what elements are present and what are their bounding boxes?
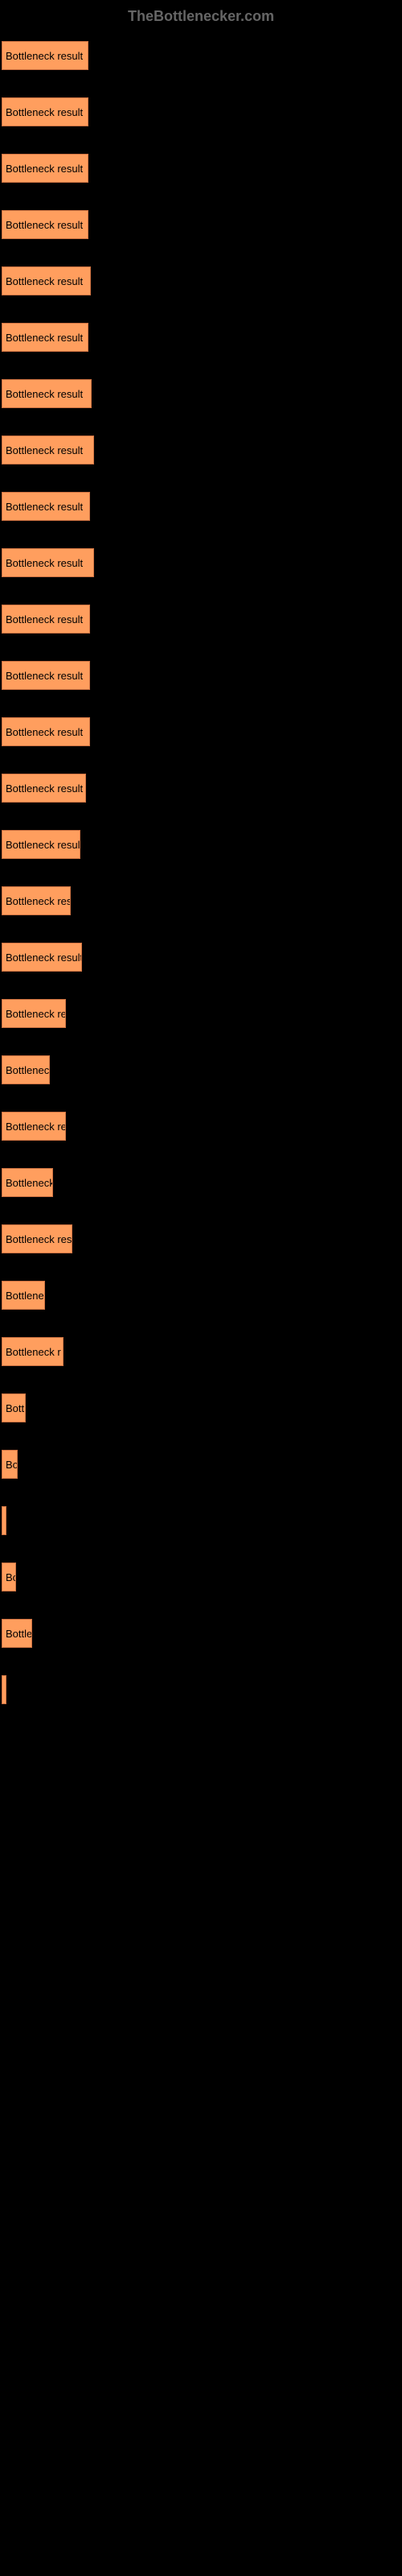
bar-wrapper: Bottleneck res: [2, 886, 402, 915]
bar: Bottleneck res: [2, 1224, 72, 1253]
bar: Bottlenec: [2, 1055, 50, 1084]
bar: Bottleneck result: [2, 379, 92, 408]
bar: Bottleneck result: [2, 323, 88, 352]
bar-wrapper: Bottleneck result: [2, 548, 402, 577]
bar: Bott: [2, 1393, 26, 1422]
bar-label: Bottleneck result: [6, 219, 83, 231]
bar-wrapper: Bottleneck result: [2, 323, 402, 352]
bar-label: Bottlenec: [6, 1064, 49, 1076]
bar-wrapper: Bottleneck result: [2, 210, 402, 239]
bar-wrapper: Bottleneck result: [2, 97, 402, 126]
bar-wrapper: Bottle: [2, 1619, 402, 1648]
bar: Bottleneck re: [2, 999, 66, 1028]
bar-label: Bo: [6, 1571, 16, 1583]
bar-wrapper: Bottleneck result: [2, 774, 402, 803]
bar-label: Bottleneck result: [6, 613, 83, 625]
bar-label: Bottleneck result: [6, 782, 83, 795]
bar-label: Bott: [6, 1402, 24, 1414]
bar: Bottleneck res: [2, 886, 71, 915]
bar: Bottleneck result: [2, 41, 88, 70]
bar-wrapper: Bottleneck res: [2, 1224, 402, 1253]
bar: Bottleneck result: [2, 210, 88, 239]
bar: Bottleneck result: [2, 830, 80, 859]
bar-wrapper: Bottlene: [2, 1281, 402, 1310]
bar-label: Bottleneck re: [6, 1121, 66, 1133]
site-header: TheBottlenecker.com: [0, 8, 402, 25]
bar-wrapper: Bo: [2, 1563, 402, 1591]
bar-label: Bottleneck r: [6, 1346, 61, 1358]
bars-container: Bottleneck result Bottleneck result Bottle…: [0, 41, 402, 1704]
bar: Bo: [2, 1450, 18, 1479]
bar-wrapper: Bottleneck result: [2, 830, 402, 859]
bar-wrapper: Bottleneck r: [2, 1337, 402, 1366]
bar: Bottleneck result: [2, 548, 94, 577]
bar-wrapper: Bottleneck re: [2, 999, 402, 1028]
bar-wrapper: [2, 1675, 402, 1704]
bar-wrapper: Bottleneck result: [2, 154, 402, 183]
bar-label: Bottleneck res: [6, 1233, 72, 1245]
bar-wrapper: Bottlenec: [2, 1055, 402, 1084]
bar-wrapper: Bottleneck result: [2, 661, 402, 690]
bar: Bottleneck result: [2, 774, 86, 803]
bar: Bottleneck result: [2, 943, 82, 972]
bar-label: Bottleneck result: [6, 332, 83, 344]
bar-label: Bottlene: [6, 1290, 44, 1302]
bar-label: Bottleneck result: [6, 557, 83, 569]
bar-label: Bottleneck: [6, 1177, 53, 1189]
bar: Bottleneck result: [2, 492, 90, 521]
bar-wrapper: [2, 1506, 402, 1535]
bar: Bo: [2, 1563, 16, 1591]
bar-label: Bottleneck result: [6, 670, 83, 682]
bar-label: Bottleneck result: [6, 50, 83, 62]
bar: [2, 1675, 6, 1704]
bar-wrapper: Bottleneck: [2, 1168, 402, 1197]
bar-wrapper: Bottleneck result: [2, 717, 402, 746]
bar: Bottleneck result: [2, 154, 88, 183]
bar-wrapper: Bottleneck result: [2, 379, 402, 408]
bar-label: Bottleneck result: [6, 726, 83, 738]
bar-label: Bottleneck re: [6, 1008, 66, 1020]
bar-label: Bottleneck result: [6, 952, 82, 964]
bar-wrapper: Bottleneck result: [2, 266, 402, 295]
bar-wrapper: Bottleneck result: [2, 605, 402, 634]
bar-wrapper: Bottleneck re: [2, 1112, 402, 1141]
bar-label: Bottleneck result: [6, 388, 83, 400]
bar: Bottleneck result: [2, 436, 94, 464]
bar: Bottleneck re: [2, 1112, 66, 1141]
bar: Bottleneck r: [2, 1337, 64, 1366]
bar: Bottleneck result: [2, 266, 91, 295]
bar-wrapper: Bottleneck result: [2, 943, 402, 972]
bar-label: Bottleneck res: [6, 895, 71, 907]
bar: Bottleneck result: [2, 605, 90, 634]
bar-wrapper: Bottleneck result: [2, 41, 402, 70]
bar: Bottleneck result: [2, 97, 88, 126]
bar-label: Bottleneck result: [6, 106, 83, 118]
bar: Bottlene: [2, 1281, 45, 1310]
bar-label: Bottleneck result: [6, 163, 83, 175]
bar: Bottleneck result: [2, 717, 90, 746]
bar-label: Bo: [6, 1459, 18, 1471]
bar-label: Bottleneck result: [6, 839, 80, 851]
bar-wrapper: Bo: [2, 1450, 402, 1479]
bar: Bottle: [2, 1619, 32, 1648]
bar-wrapper: Bott: [2, 1393, 402, 1422]
bar-wrapper: Bottleneck result: [2, 436, 402, 464]
bar-label: Bottleneck result: [6, 275, 83, 287]
bar-label: Bottleneck result: [6, 501, 83, 513]
bar-wrapper: Bottleneck result: [2, 492, 402, 521]
bar: Bottleneck result: [2, 661, 90, 690]
bar-label: Bottle: [6, 1628, 32, 1640]
bar-label: Bottleneck result: [6, 444, 83, 456]
bar: Bottleneck: [2, 1168, 53, 1197]
bar: [2, 1506, 6, 1535]
